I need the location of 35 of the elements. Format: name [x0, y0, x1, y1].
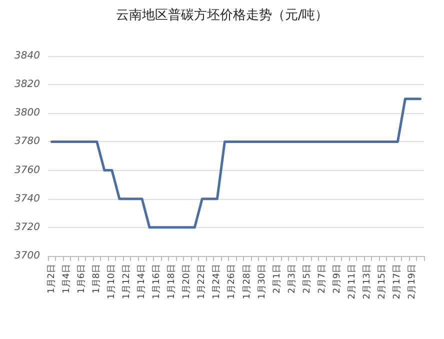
line-series: [50, 98, 422, 229]
x-tick-label: 2月17日: [392, 264, 403, 300]
x-tick-label: 1月2日: [46, 264, 57, 294]
x-tick-label: 1月16日: [152, 264, 162, 300]
x-tick-label: 1月24日: [212, 264, 222, 300]
x-tick-label: 1月20日: [182, 264, 192, 300]
y-tick-label: 3780: [14, 136, 40, 148]
x-tick-label: 2月3日: [287, 264, 298, 294]
x-tick-label: 2月13日: [362, 264, 373, 300]
y-tick-label: 3840: [14, 50, 40, 62]
x-tick-label: 1月6日: [76, 264, 87, 294]
x-tick-label: 2月11日: [348, 264, 358, 300]
x-tick-label: 1月10日: [106, 264, 117, 300]
x-tick-label: 1月22日: [197, 264, 208, 300]
x-tick-label: 2月19日: [408, 264, 418, 300]
x-tick-label: 1月30日: [257, 264, 268, 300]
x-tick-label: 1月26日: [227, 264, 238, 300]
x-tick-label: 2月9日: [332, 264, 343, 294]
y-tick-label: 3820: [14, 79, 40, 90]
x-tick-label: 2月15日: [378, 264, 388, 300]
x-tick-label: 1月4日: [62, 264, 72, 294]
x-tick-label: 2月5日: [302, 264, 312, 294]
x-tick-label: 1月14日: [137, 264, 147, 300]
x-tick-label: 2月7日: [317, 264, 328, 294]
y-tick-label: 3760: [14, 164, 40, 176]
x-tick-label: 1月8日: [92, 264, 102, 294]
y-tick-label: 3800: [14, 108, 40, 119]
y-tick-label: 3720: [14, 222, 40, 233]
y-tick-label: 3700: [14, 250, 40, 262]
chart-title: 云南地区普碳方坯价格走势（元/吨）: [116, 7, 328, 23]
x-tick-label: 1月12日: [122, 264, 132, 300]
y-tick-label: 3740: [14, 193, 40, 204]
x-tick-label: 1月18日: [167, 264, 178, 300]
x-tick-label: 2月1日: [272, 264, 282, 294]
x-tick-label: 1月28日: [242, 264, 252, 300]
